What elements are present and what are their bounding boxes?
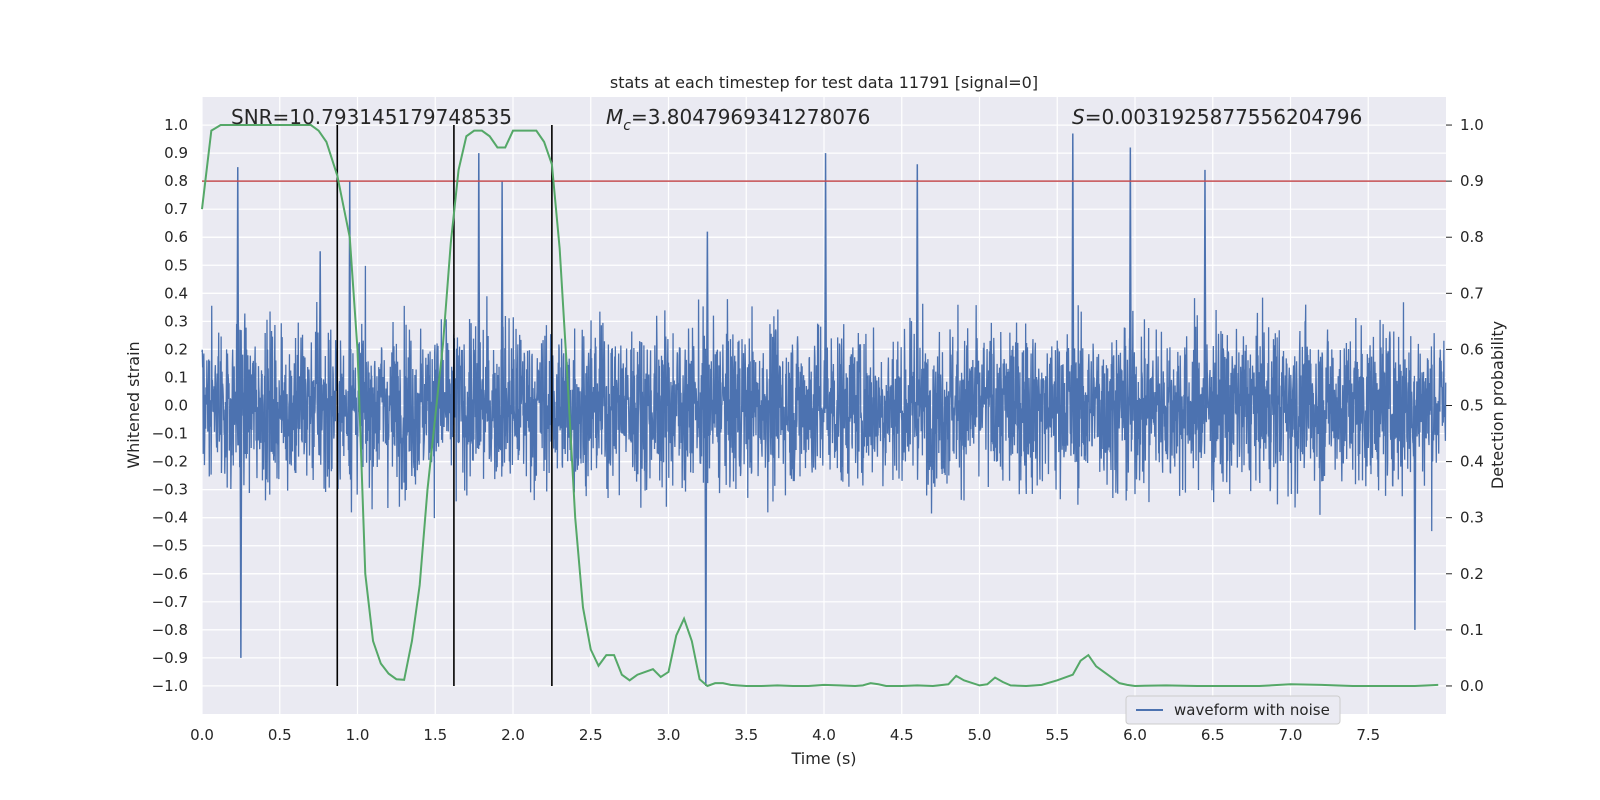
waveform-peak — [348, 181, 352, 406]
y2-tick-label: 0.4 — [1460, 453, 1484, 471]
waveform-peak — [239, 405, 243, 658]
chirp-mass-subscript: c — [623, 118, 631, 134]
waveform-peak — [824, 153, 828, 406]
y2-tick-label: 0.0 — [1460, 677, 1484, 695]
y-tick-label: 0.6 — [164, 228, 188, 246]
y-axis-label: Whitened strain — [124, 341, 143, 468]
x-axis-label: Time (s) — [790, 749, 856, 768]
y-tick-label: 0.8 — [164, 172, 188, 190]
y-tick-label: −0.3 — [152, 481, 188, 499]
y2-tick-label: 0.3 — [1460, 509, 1484, 527]
waveform-peak — [704, 405, 708, 686]
legend: waveform with noise — [1125, 695, 1341, 725]
s-annotation: S=0.0031925877556204796 — [1072, 105, 1362, 129]
x-tick-label: 5.0 — [968, 726, 992, 744]
x-tick-label: 1.0 — [346, 726, 370, 744]
x-tick-label: 5.5 — [1045, 726, 1069, 744]
chart-title: stats at each timestep for test data 117… — [610, 73, 1038, 92]
y2-tick-label: 0.2 — [1460, 565, 1484, 583]
waveform-peak — [236, 167, 240, 406]
x-tick-label: 1.5 — [423, 726, 447, 744]
legend-box — [1125, 695, 1341, 725]
x-tick-label: 6.0 — [1123, 726, 1147, 744]
waveform-peak — [500, 181, 504, 406]
y-tick-label: 0.4 — [164, 284, 188, 302]
s-symbol: S — [1072, 105, 1085, 129]
x-tick-label: 6.5 — [1201, 726, 1225, 744]
x-tick-label: 2.5 — [579, 726, 603, 744]
axis-ticks: 0.0 0.5 1.0 1.5 2.0 2.5 3.0 3.5 4.0 4.5 5.0 5.5 6.0 6… — [152, 116, 1484, 744]
snr-annotation: SNR=10.793145179748535 — [231, 105, 512, 129]
y-tick-label: −0.5 — [152, 537, 188, 555]
x-tick-label: 4.5 — [890, 726, 914, 744]
y-tick-label: −0.8 — [152, 621, 188, 639]
y-tick-label: −0.4 — [152, 509, 188, 527]
waveform-peak — [915, 164, 919, 406]
y-tick-label: −0.2 — [152, 453, 188, 471]
waveform-peak — [318, 251, 322, 406]
chirp-mass-symbol: M — [606, 105, 623, 129]
s-value: =0.0031925877556204796 — [1085, 105, 1363, 129]
waveform-line — [201, 265, 1447, 532]
waveform-peak — [705, 231, 709, 406]
probability-line — [201, 124, 1439, 688]
y-tick-label: 0.1 — [164, 368, 188, 386]
x-tick-label: 7.5 — [1356, 726, 1380, 744]
y-tick-label: 1.0 — [164, 116, 188, 134]
waveform-peak — [1413, 405, 1417, 630]
y-tick-label: 0.2 — [164, 340, 188, 358]
y2-tick-label: 0.7 — [1460, 284, 1484, 302]
y-tick-label: 0.5 — [164, 256, 188, 274]
y-tick-label: 0.3 — [164, 312, 188, 330]
waveform-peak — [477, 153, 481, 406]
y-tick-label: 0.7 — [164, 200, 188, 218]
waveform-peak — [1128, 147, 1132, 406]
chirp-mass-annotation: Mc=3.8047969341278076 — [606, 105, 870, 134]
x-tick-label: 2.0 — [501, 726, 525, 744]
y2-tick-label: 0.8 — [1460, 228, 1484, 246]
probability-series — [201, 124, 1439, 688]
x-tick-label: 0.0 — [190, 726, 214, 744]
x-tick-label: 4.0 — [812, 726, 836, 744]
chirp-mass-value: =3.8047969341278076 — [631, 105, 870, 129]
y-tick-label: 0.9 — [164, 144, 188, 162]
x-tick-label: 0.5 — [268, 726, 292, 744]
legend-label: waveform with noise — [1174, 701, 1330, 719]
y-tick-label: −0.7 — [152, 593, 188, 611]
y2-axis-label: Detection probability — [1488, 321, 1507, 489]
y2-tick-label: 0.9 — [1460, 172, 1484, 190]
x-tick-label: 3.0 — [657, 726, 681, 744]
y-tick-label: 0.0 — [164, 397, 188, 415]
x-tick-label: 7.0 — [1279, 726, 1303, 744]
y-tick-label: −1.0 — [152, 677, 188, 695]
y-tick-label: −0.6 — [152, 565, 188, 583]
y2-tick-label: 0.5 — [1460, 397, 1484, 415]
y2-tick-label: 1.0 — [1460, 116, 1484, 134]
y-tick-label: −0.9 — [152, 649, 188, 667]
waveform-peak — [1203, 169, 1207, 406]
y2-tick-label: 0.6 — [1460, 340, 1484, 358]
waveform-peak — [1071, 133, 1075, 406]
y-tick-label: −0.1 — [152, 425, 188, 443]
x-tick-label: 3.5 — [734, 726, 758, 744]
y2-tick-label: 0.1 — [1460, 621, 1484, 639]
waveform-series — [201, 133, 1447, 686]
